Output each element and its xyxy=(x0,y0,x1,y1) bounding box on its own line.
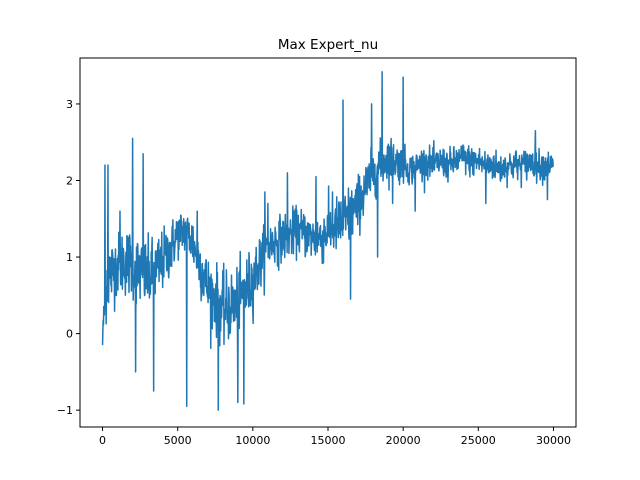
x-tick-label: 20000 xyxy=(386,434,421,447)
series-line-0 xyxy=(101,71,554,411)
x-tick-label: 0 xyxy=(99,434,106,447)
chart-title: Max Expert_nu xyxy=(278,37,378,53)
y-tick-label: 3 xyxy=(66,98,73,111)
y-tick-label: −1 xyxy=(57,404,73,417)
x-tick-label: 15000 xyxy=(311,434,346,447)
x-tick-label: 5000 xyxy=(164,434,192,447)
x-tick-label: 30000 xyxy=(536,434,571,447)
plot-frame xyxy=(79,57,577,428)
x-tick-label: 25000 xyxy=(461,434,496,447)
y-tick-label: 2 xyxy=(66,174,73,187)
y-tick-label: 0 xyxy=(66,328,73,341)
y-tick-label: 1 xyxy=(66,251,73,264)
y-axis: −1 0 1 2 3 xyxy=(57,98,80,417)
x-axis: 0 5000 10000 15000 20000 25000 30000 xyxy=(99,427,571,447)
x-tick-label: 10000 xyxy=(235,434,270,447)
